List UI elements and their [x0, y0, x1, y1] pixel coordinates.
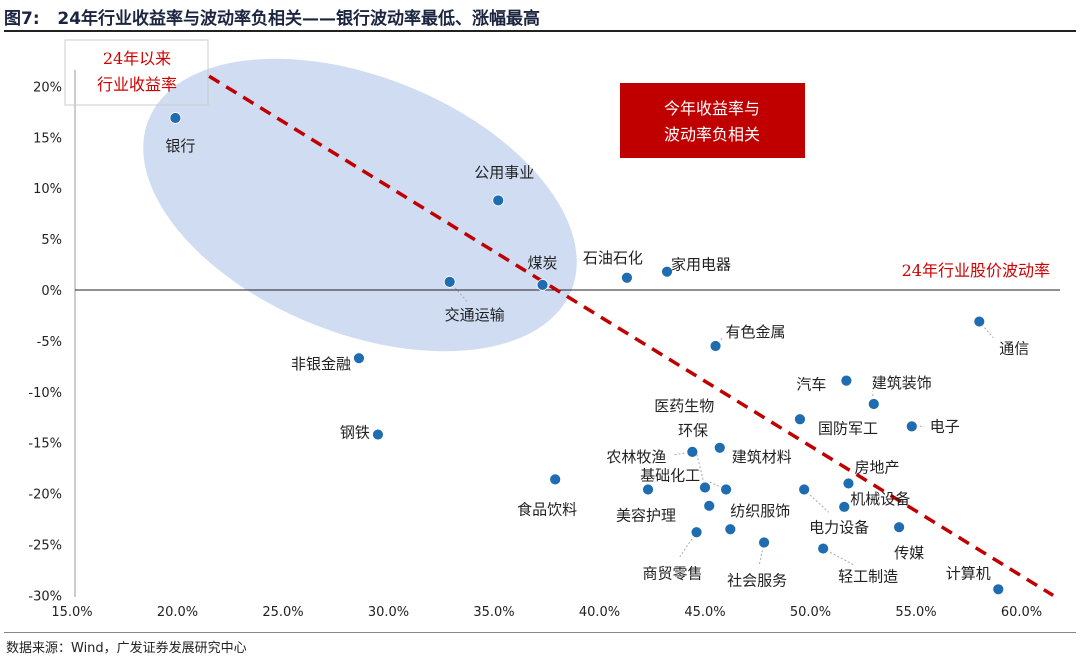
y-tick-label: 15% [33, 131, 62, 146]
data-point [372, 428, 384, 441]
point-label: 建筑材料 [732, 448, 792, 466]
data-point [720, 483, 732, 496]
data-point [893, 521, 906, 534]
y-tick-label: 20% [33, 80, 62, 95]
y-tick-label: -25% [28, 539, 62, 554]
data-point [443, 275, 456, 288]
data-point [973, 315, 986, 328]
data-point [536, 279, 549, 291]
source-note: 数据来源：Wind，广发证券发展研究中心 [6, 641, 247, 656]
point-label: 非银金融 [291, 355, 351, 373]
data-point [713, 441, 726, 454]
point-label: 家用电器 [671, 256, 731, 274]
data-point [621, 271, 633, 284]
source-rule [4, 632, 1076, 633]
leader-line [674, 451, 693, 456]
point-label: 商贸零售 [643, 564, 703, 582]
highlight-ellipse [143, 58, 577, 352]
data-point [724, 523, 737, 536]
y-tick-label: 5% [41, 233, 62, 248]
point-label: 基础化工 [640, 467, 700, 485]
data-point [661, 265, 673, 278]
title-rule [4, 30, 1076, 32]
y-tick-label: 10% [33, 182, 62, 197]
x-tick-label: 15.0% [51, 605, 92, 620]
data-point [840, 374, 853, 387]
data-point [838, 500, 851, 513]
point-label: 轻工制造 [838, 568, 898, 586]
leader-line [978, 321, 994, 339]
annotation-text: 今年收益率与 [664, 99, 760, 118]
point-label: 计算机 [946, 564, 991, 582]
point-label: 房地产 [854, 458, 899, 476]
x-tick-label: 55.0% [895, 605, 936, 620]
point-label: 建筑装饰 [872, 374, 932, 392]
x-axis-title: 24年行业股价波动率 [902, 261, 1050, 280]
point-label: 电力设备 [809, 519, 869, 537]
figure-title: 图7: 24年行业收益率与波动率负相关——银行波动率最低、涨幅最高 [4, 9, 541, 29]
leader-line [707, 480, 727, 490]
point-label: 石油石化 [583, 249, 643, 267]
trend-line [208, 74, 1055, 597]
point-label: 环保 [678, 421, 708, 439]
point-label: 通信 [999, 340, 1029, 358]
point-label: 机械设备 [850, 490, 910, 508]
y-tick-label: -10% [28, 386, 62, 401]
data-point [867, 398, 880, 410]
data-point [703, 499, 716, 512]
data-point [798, 483, 811, 496]
point-label: 国防军工 [818, 419, 878, 437]
point-label: 食品饮料 [517, 500, 577, 518]
data-point [549, 473, 562, 486]
annotation-text: 波动率负相关 [664, 125, 760, 144]
y-axis-title: 行业收益率 [97, 75, 177, 94]
x-tick-label: 50.0% [790, 605, 831, 620]
point-label: 银行 [165, 137, 195, 155]
y-tick-label: 0% [41, 284, 62, 299]
x-tick-label: 30.0% [368, 605, 409, 620]
point-label: 农林牧渔 [606, 448, 666, 466]
data-point [686, 445, 699, 458]
point-label: 钢铁 [340, 424, 370, 442]
data-point [492, 194, 505, 207]
point-label: 纺织服饰 [730, 502, 790, 520]
point-label: 汽车 [796, 376, 826, 394]
y-tick-label: -20% [28, 488, 62, 503]
data-point [690, 526, 703, 539]
x-tick-label: 40.0% [579, 605, 620, 620]
data-point [709, 340, 722, 352]
point-label: 有色金属 [726, 323, 786, 341]
x-tick-label: 60.0% [1001, 605, 1042, 620]
data-point [992, 583, 1005, 596]
data-point [758, 536, 770, 549]
data-point [169, 112, 182, 124]
ylabel-box [64, 39, 209, 106]
leader-line [822, 548, 855, 566]
annotation-box [620, 83, 805, 158]
data-point [699, 481, 711, 494]
data-point [642, 483, 654, 496]
point-label: 交通运输 [445, 306, 505, 324]
y-tick-label: -30% [28, 589, 62, 604]
point-label: 美容护理 [616, 507, 676, 525]
point-label: 医药生物 [654, 397, 714, 415]
point-label: 社会服务 [727, 571, 787, 589]
y-tick-label: -5% [37, 335, 62, 350]
point-label: 煤炭 [528, 254, 558, 272]
x-tick-label: 20.0% [157, 605, 198, 620]
point-label: 传媒 [894, 544, 924, 562]
x-tick-label: 25.0% [262, 605, 303, 620]
y-axis-title: 24年以来 [103, 49, 171, 68]
y-tick-label: -15% [28, 437, 62, 452]
point-label: 公用事业 [474, 163, 534, 181]
data-point [842, 477, 855, 490]
data-point [794, 413, 806, 426]
point-label: 电子 [930, 417, 960, 435]
data-point [905, 420, 918, 433]
x-tick-label: 45.0% [684, 605, 725, 620]
data-point [817, 542, 830, 555]
data-point [353, 352, 365, 365]
x-tick-label: 35.0% [473, 605, 514, 620]
